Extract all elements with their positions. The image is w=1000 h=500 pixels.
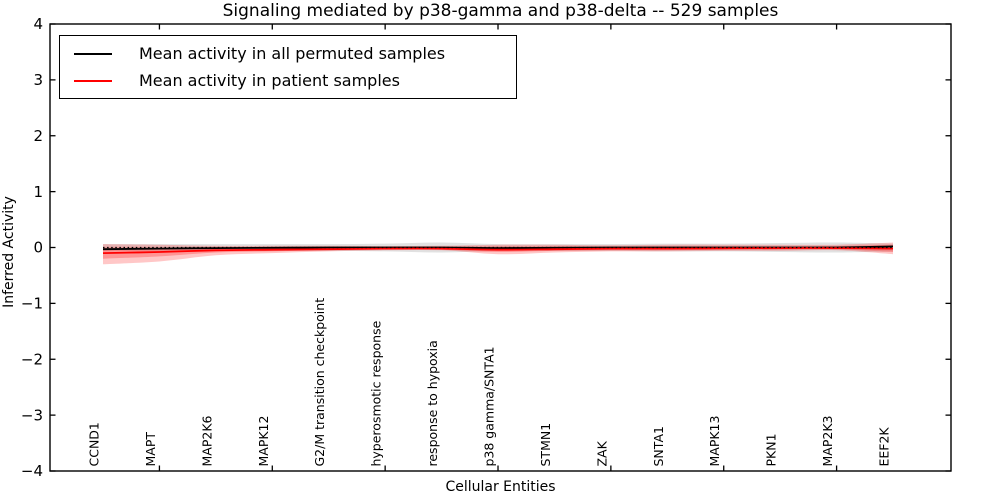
y-tick-label: −3 bbox=[21, 406, 43, 424]
category-label: MAPT bbox=[143, 432, 158, 467]
category-label: EEF2K bbox=[877, 427, 892, 467]
category-label: MAP2K3 bbox=[820, 416, 835, 467]
legend-label: Mean activity in patient samples bbox=[139, 71, 400, 90]
category-label: p38 gamma/SNTA1 bbox=[482, 346, 497, 466]
chart-title: Signaling mediated by p38-gamma and p38-… bbox=[222, 1, 779, 21]
legend: Mean activity in all permuted samples Me… bbox=[59, 35, 517, 99]
y-tick-label: −2 bbox=[21, 350, 43, 368]
category-label: MAPK13 bbox=[707, 416, 722, 467]
y-tick-label: −1 bbox=[21, 295, 43, 313]
category-label: CCND1 bbox=[87, 422, 102, 466]
category-label: SNTA1 bbox=[651, 426, 666, 466]
y-tick-label: 0 bbox=[33, 239, 43, 257]
legend-line-sample-permuted bbox=[74, 52, 112, 55]
y-tick-label: 1 bbox=[33, 183, 43, 201]
category-label: PKN1 bbox=[764, 433, 779, 466]
category-label: hyperosmotic response bbox=[369, 320, 384, 466]
y-tick-label: 2 bbox=[33, 127, 43, 145]
y-tick-label: −4 bbox=[21, 462, 43, 480]
category-label: MAPK12 bbox=[256, 416, 271, 467]
y-tick-label: 3 bbox=[33, 71, 43, 89]
legend-item: Mean activity in patient samples bbox=[74, 71, 516, 90]
legend-label: Mean activity in all permuted samples bbox=[139, 44, 446, 63]
category-label: response to hypoxia bbox=[425, 340, 440, 466]
category-label: ZAK bbox=[594, 440, 609, 466]
category-label: MAP2K6 bbox=[199, 415, 214, 466]
legend-line-sample-patient bbox=[74, 79, 112, 82]
category-label: G2/M transition checkpoint bbox=[312, 298, 327, 467]
x-axis-label: Cellular Entities bbox=[445, 479, 556, 495]
category-label: STMN1 bbox=[538, 423, 553, 467]
legend-item: Mean activity in all permuted samples bbox=[74, 44, 516, 63]
y-tick-label: 4 bbox=[33, 15, 43, 33]
